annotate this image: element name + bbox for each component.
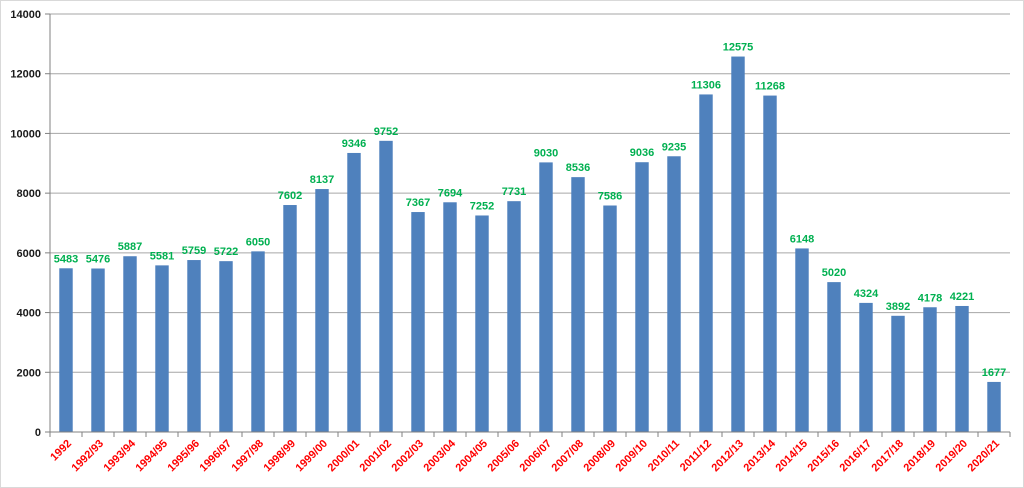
data-label: 5759 <box>182 245 206 257</box>
bar <box>539 162 553 432</box>
bar <box>219 261 233 432</box>
y-tick-label: 2000 <box>17 367 41 379</box>
data-label: 11306 <box>691 79 721 91</box>
data-label: 9235 <box>662 141 686 153</box>
bar <box>763 95 777 433</box>
bar <box>475 215 489 432</box>
bar <box>59 268 73 432</box>
bar <box>667 156 681 432</box>
data-label: 3892 <box>886 301 910 313</box>
data-label: 1677 <box>982 367 1006 379</box>
data-label: 7252 <box>470 200 494 212</box>
y-tick-label: 6000 <box>17 248 41 260</box>
bar <box>91 268 105 432</box>
bar <box>507 201 521 432</box>
bar <box>891 315 905 432</box>
bar <box>123 256 137 432</box>
bar <box>795 248 809 432</box>
data-label: 12575 <box>723 42 754 54</box>
bar <box>155 265 169 432</box>
data-label: 7586 <box>598 191 622 203</box>
bar <box>315 189 329 432</box>
bar <box>699 94 713 432</box>
data-label: 9036 <box>630 147 654 159</box>
data-label: 7731 <box>502 186 526 198</box>
data-label: 7694 <box>438 187 463 199</box>
data-label: 6050 <box>246 236 270 248</box>
data-label: 8536 <box>566 162 590 174</box>
bar <box>379 140 393 433</box>
data-label: 5887 <box>118 241 142 253</box>
data-label: 11268 <box>755 81 785 93</box>
bar <box>827 282 841 432</box>
y-tick-label: 8000 <box>17 188 41 200</box>
data-label: 7367 <box>406 197 430 209</box>
bar <box>859 302 873 432</box>
bar <box>283 205 297 432</box>
bar <box>731 56 745 433</box>
data-label: 4324 <box>854 288 879 300</box>
data-label: 5020 <box>822 267 846 279</box>
data-labels: 5483 5476 5887 5581 5759 5722 6050 7602 8137 9346… <box>54 42 1006 379</box>
data-label: 5722 <box>214 246 238 258</box>
data-label: 7602 <box>278 190 302 202</box>
bar <box>187 260 201 432</box>
data-label: 5476 <box>86 254 110 266</box>
bar <box>347 152 361 432</box>
bar <box>443 202 457 432</box>
gridlines <box>50 13 1010 373</box>
bar <box>411 212 425 432</box>
data-label: 8137 <box>310 174 334 186</box>
data-label: 5483 <box>54 253 78 265</box>
data-label: 5581 <box>150 250 174 262</box>
bar <box>603 205 617 432</box>
y-tick-label: 4000 <box>17 308 41 320</box>
y-tick-label: 10000 <box>10 128 41 140</box>
y-tick-label: 0 <box>35 427 41 439</box>
y-tick-label: 14000 <box>10 9 41 21</box>
data-label: 9030 <box>534 147 558 159</box>
y-axis-ticks: 0 2000 4000 6000 8000 10000 12000 14000 <box>10 9 50 439</box>
bar <box>923 307 937 432</box>
bar <box>987 381 1001 432</box>
data-label: 9346 <box>342 138 366 150</box>
bar <box>955 305 969 432</box>
y-tick-label: 12000 <box>10 69 41 81</box>
data-label: 4178 <box>918 292 942 304</box>
data-label: 4221 <box>950 291 974 303</box>
data-label: 6148 <box>790 233 814 245</box>
bar <box>635 162 649 432</box>
bar <box>251 251 265 432</box>
bar <box>571 177 585 432</box>
bars <box>59 56 1001 433</box>
data-label: 9752 <box>374 126 398 138</box>
